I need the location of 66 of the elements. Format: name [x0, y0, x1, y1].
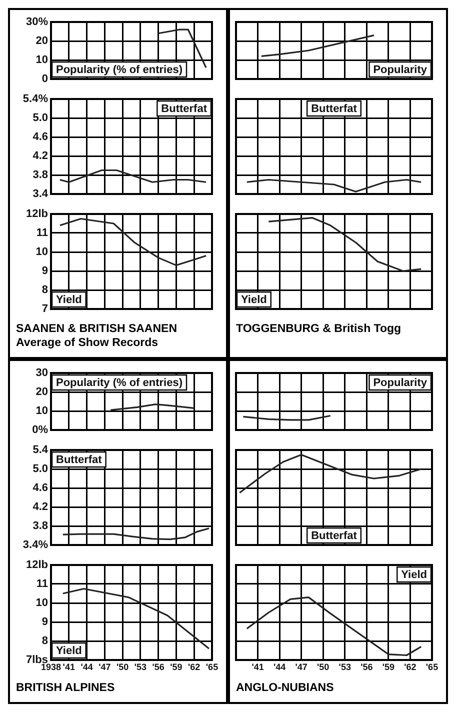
y-tick-label: 12lb	[26, 559, 48, 572]
x-tick-label: '47	[98, 662, 111, 672]
y-tick-label: 5.0	[32, 463, 48, 476]
x-tick-label: '44	[80, 662, 93, 672]
y-tick-label: 4.6	[32, 482, 48, 494]
series-label: Popularity (% of entries)	[56, 377, 183, 390]
y-tick-label: 11	[36, 227, 48, 240]
y-tick-label: 3.8	[32, 169, 48, 182]
x-tick-label: '59	[170, 662, 182, 672]
x-tick-label: '53	[134, 662, 147, 672]
y-tick-label: 10	[36, 54, 48, 66]
text: Butterfat	[311, 530, 358, 542]
y-tick-label: 3.4%	[22, 539, 48, 552]
x-tick-label: '65	[206, 662, 218, 672]
y-tick-label: 9	[42, 616, 48, 628]
x-tick-label: '47	[295, 662, 308, 672]
y-tick-label: 5.0	[32, 112, 48, 124]
x-tick-label: '44	[273, 662, 286, 672]
y-tick-label: 9	[42, 265, 48, 278]
y-tick-label: 30%	[26, 16, 48, 28]
text: Popularity	[373, 377, 428, 390]
text: Yield	[401, 569, 428, 582]
y-tick-label: 4.2	[32, 501, 48, 514]
text: Yield	[240, 294, 267, 306]
y-tick-label: 20	[36, 386, 48, 398]
text: TOGGENBURG & British Togg	[236, 322, 402, 336]
y-tick-label: 5.4%	[22, 93, 48, 106]
y-tick-label: 0%	[32, 424, 48, 436]
x-tick-label: '56	[360, 662, 373, 672]
text: Yield	[56, 645, 82, 658]
y-tick-label: 8	[42, 635, 48, 648]
y-tick-label: 12lb	[26, 208, 48, 220]
y-tick-label: 3.4	[32, 188, 49, 200]
y-tick-label: 11	[36, 578, 48, 590]
text: SAANEN & BRITISH SAANEN	[16, 322, 178, 336]
text: Butterfat	[311, 103, 358, 116]
y-tick-label: 4.6	[32, 131, 48, 144]
y-tick-label: 10	[36, 405, 48, 418]
y-tick-label: 3.8	[32, 520, 48, 532]
text: Yield	[56, 294, 82, 306]
x-tick-label: '53	[338, 662, 351, 672]
x-tick-label: '41	[252, 662, 264, 672]
y-tick-label: 7	[42, 303, 48, 316]
x-tick-label: '41	[62, 662, 75, 672]
x-tick-label: '62	[404, 662, 416, 672]
y-tick-label: 5.4	[32, 444, 49, 456]
x-tick-label: '50	[116, 662, 129, 672]
x-tick-label: '65	[426, 662, 438, 672]
y-tick-label: 4.2	[32, 150, 48, 162]
y-tick-label: 8	[42, 284, 48, 296]
x-tick-label: '62	[188, 662, 200, 672]
y-tick-label: 10	[36, 246, 48, 258]
text: Average of Show Records	[16, 336, 160, 350]
x-tick-label: '59	[382, 662, 395, 672]
text: BRITISH ALPINES	[16, 681, 116, 695]
text: Popularity	[373, 64, 428, 76]
text: Butterfat	[56, 454, 102, 466]
y-tick-label: 20	[36, 35, 48, 48]
text: ANGLO-NUBIANS	[236, 681, 335, 695]
x-tick-label: '56	[152, 662, 164, 672]
series-label: Popularity (% of entries)	[56, 64, 183, 76]
x-tick-label: '50	[317, 662, 330, 672]
y-tick-label: 30	[36, 367, 48, 380]
y-tick-label: 10	[36, 597, 48, 610]
text: Butterfat	[161, 103, 208, 116]
y-tick-label: 0	[42, 73, 48, 86]
